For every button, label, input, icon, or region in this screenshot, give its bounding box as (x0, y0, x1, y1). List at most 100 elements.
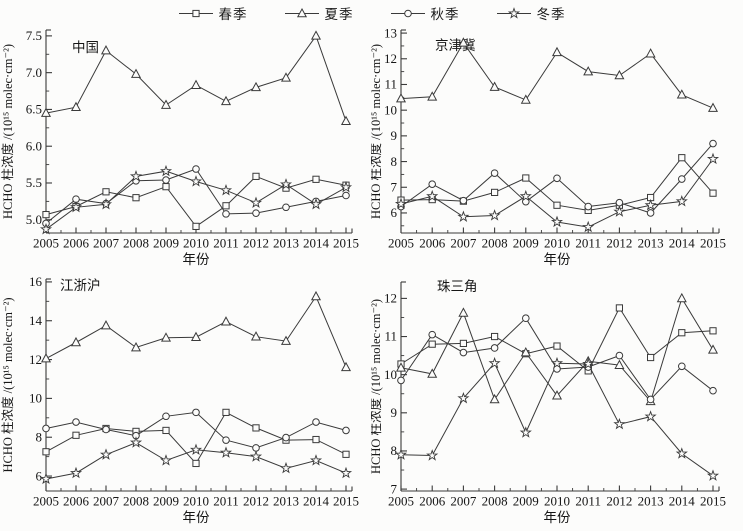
star-marker-icon (99, 448, 113, 460)
x-tick-label: 2006 (419, 494, 446, 509)
series-line-star (400, 362, 714, 477)
circle-marker-icon (522, 314, 530, 323)
x-tick-label: 2006 (419, 236, 446, 251)
star-marker-icon (644, 410, 657, 422)
circle-marker-icon (646, 395, 655, 404)
y-tick-label: 7.0 (26, 65, 42, 80)
star-marker-icon (582, 357, 595, 370)
x-tick-label: 2013 (273, 494, 299, 509)
x-tick-label: 2012 (606, 494, 632, 509)
x-tick-label: 2014 (669, 494, 696, 509)
circle-marker-icon (678, 175, 686, 183)
y-tick-label: 6 (36, 468, 43, 483)
square-marker-icon (678, 329, 686, 337)
circle-marker-icon (342, 426, 350, 435)
y-tick-label: 9 (391, 128, 398, 143)
triangle-marker-icon (250, 331, 262, 341)
y-axis-title: HCHO 柱浓度 /(10¹⁵ molec·cm⁻²) (371, 44, 383, 219)
x-tick-label: 2007 (93, 236, 120, 251)
series-markers-triangle (395, 37, 719, 112)
x-tick-label: 2014 (303, 494, 330, 509)
star-marker-icon (69, 466, 83, 479)
panel-china-chart: 5.0 5.5 6.0 6.5 7.0 7.5 2005 2006 2007 2008 2009 20… (0, 28, 359, 266)
circle-marker-icon (403, 9, 412, 18)
x-tick-label: 2013 (638, 494, 664, 509)
circle-marker-icon (42, 424, 50, 433)
series-markers-square (42, 408, 350, 468)
star-marker-icon (99, 197, 113, 210)
square-marker-icon (312, 175, 320, 183)
y-tick-label: 16 (29, 274, 43, 289)
star-marker-icon (706, 152, 720, 165)
triangle-marker-icon (310, 290, 322, 301)
y-tick-label: 8 (391, 154, 398, 169)
x-tick-label: 2005 (388, 494, 414, 509)
x-axis-title: 年份 (183, 252, 210, 266)
triangle-marker-icon (100, 320, 112, 330)
star-marker-icon (519, 189, 532, 202)
x-tick-label: 2007 (450, 494, 477, 509)
star-marker-icon (519, 426, 532, 438)
square-marker-icon (459, 339, 468, 348)
x-tick-label: 2007 (450, 236, 477, 251)
star-marker-icon (129, 436, 143, 448)
star-marker-icon (309, 454, 323, 466)
star-marker-icon (675, 447, 688, 459)
circle-marker-icon (390, 9, 425, 18)
square-marker-icon (72, 431, 80, 439)
star-marker-icon (582, 220, 595, 233)
star-marker-icon (644, 198, 657, 211)
circle-marker-icon (192, 165, 200, 173)
triangle-marker-icon (458, 37, 469, 47)
star-marker-icon (39, 472, 53, 485)
y-tick-label: 10 (29, 391, 42, 406)
circle-marker-icon (252, 444, 260, 452)
x-tick-label: 2009 (513, 494, 539, 509)
star-marker-icon (69, 200, 83, 213)
y-tick-label: 10 (384, 102, 397, 117)
y-tick-label: 7 (391, 481, 398, 496)
circle-marker-icon (428, 180, 437, 188)
star-marker-icon (279, 461, 293, 474)
y-tick-label: 13 (384, 25, 397, 40)
x-tick-label: 2008 (123, 494, 149, 509)
triangle-marker-icon (520, 94, 531, 104)
circle-marker-icon (192, 408, 200, 417)
circle-marker-icon (428, 330, 437, 339)
triangle-marker-icon (310, 30, 322, 40)
triangle-marker-icon (250, 81, 262, 92)
star-marker-icon (675, 195, 688, 207)
legend-label-spring: 春季 (218, 7, 248, 22)
star-marker-icon (309, 197, 323, 210)
x-tick-label: 2013 (273, 236, 299, 251)
star-marker-icon (706, 469, 720, 481)
axes (400, 281, 720, 492)
y-tick-label: 9 (391, 405, 398, 420)
square-marker-icon (709, 189, 717, 197)
x-tick-label: 2006 (63, 494, 90, 509)
triangle-marker-icon (340, 115, 352, 126)
y-tick-label: 8 (36, 429, 43, 444)
x-tick-label: 2010 (183, 494, 209, 509)
x-tick-label: 2009 (153, 236, 179, 251)
circle-marker-icon (709, 386, 717, 395)
y-axis-title: HCHO 柱浓度 /(10¹⁵ molec·cm⁻²) (0, 297, 15, 472)
legend-item-winter: 冬季 (496, 3, 566, 23)
circle-marker-icon (282, 433, 290, 442)
square-marker-icon (222, 408, 230, 416)
star-marker-icon (488, 356, 501, 369)
series-markers-star (394, 356, 720, 481)
square-marker-icon (102, 188, 110, 196)
square-marker-icon (162, 426, 170, 435)
x-tick-label: 2012 (243, 236, 269, 251)
x-tick-label: 2012 (243, 494, 269, 509)
legend-item-autumn: 秋季 (390, 3, 460, 23)
y-axis-title: HCHO 柱浓度 /(10¹⁵ molec·cm⁻²) (0, 44, 15, 219)
square-marker-icon (162, 183, 170, 191)
triangle-marker-icon (489, 393, 500, 404)
triangle-marker-icon (130, 68, 142, 78)
triangle-marker-icon (296, 7, 307, 18)
circle-marker-icon (342, 191, 350, 200)
triangle-marker-icon (160, 332, 172, 342)
